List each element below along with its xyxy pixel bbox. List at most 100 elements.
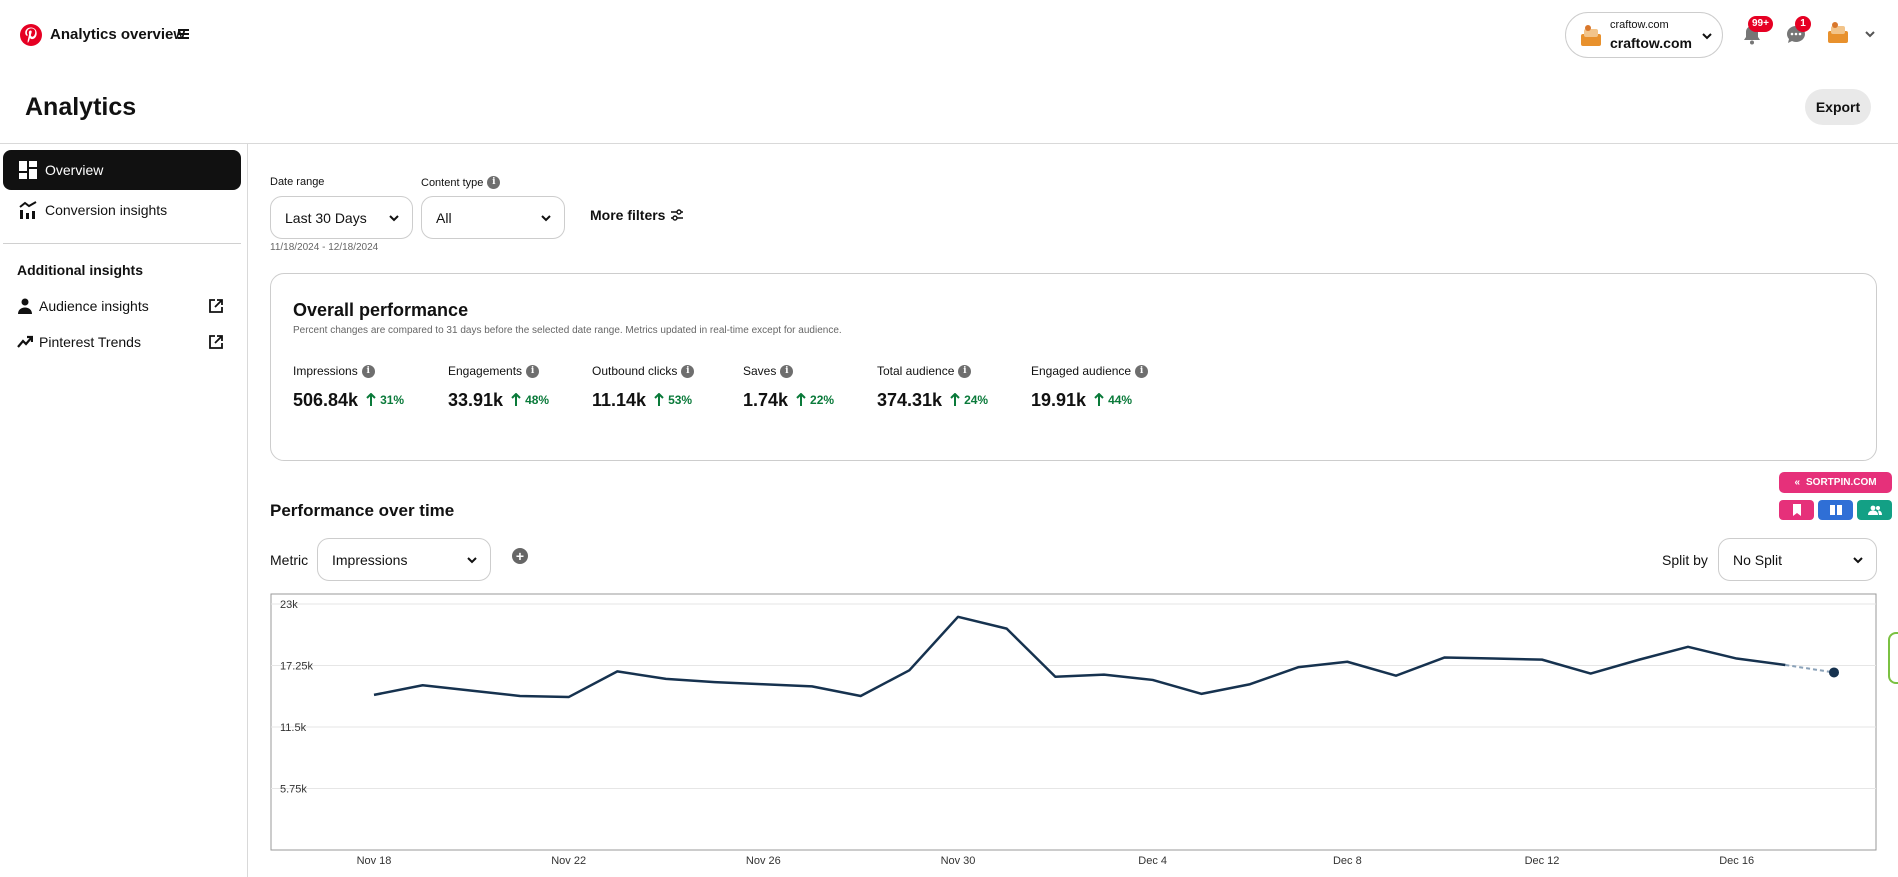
y-tick-label: 11.5k (280, 722, 307, 734)
info-icon[interactable]: i (526, 364, 540, 378)
metric-value: 11.14k (592, 390, 647, 410)
card-title: Overall performance (293, 300, 469, 320)
info-icon[interactable]: i (780, 364, 794, 378)
sidebar-item-overview[interactable]: Overview (3, 150, 241, 190)
arrow-up-icon (654, 393, 664, 406)
arrow-up-icon (511, 393, 521, 406)
split-by-label: Split by (1662, 552, 1708, 568)
top-bar: Analytics overview craftow.com craftow.c… (0, 0, 1898, 70)
bookmark-icon[interactable] (1779, 500, 1814, 520)
columns-icon[interactable] (1818, 500, 1853, 520)
sidebar-item-label: Audience insights (39, 298, 149, 314)
divider (0, 143, 1898, 144)
trend-icon (17, 335, 33, 348)
sidebar-item-conversion-insights[interactable]: Conversion insights (3, 190, 241, 230)
chevron-down-icon (541, 215, 551, 222)
app-title: Analytics overview (50, 26, 186, 43)
more-filters-button[interactable]: More filters (590, 207, 684, 223)
account-avatar-icon (1581, 25, 1601, 46)
metric-change-value: 24% (964, 392, 989, 407)
users-icon[interactable] (1857, 500, 1892, 520)
page-title: Analytics (25, 93, 137, 121)
external-link-icon (209, 335, 223, 349)
metric-change: 31% (366, 393, 404, 407)
content-type-select[interactable]: All (421, 196, 565, 239)
account-domain: craftow.com (1610, 19, 1669, 31)
metric-change: 44% (1094, 393, 1132, 407)
arrow-up-icon (796, 393, 806, 406)
menu-icon[interactable] (178, 29, 189, 39)
extension-side-tab[interactable] (1888, 632, 1898, 684)
x-tick-label: Nov 30 (941, 855, 976, 867)
person-icon (18, 298, 32, 314)
metric-change-value: 31% (380, 392, 405, 407)
chevron-down-icon[interactable] (1864, 29, 1876, 39)
info-icon[interactable]: i (487, 176, 501, 189)
metric-change: 24% (950, 393, 988, 407)
x-tick-label: Dec 16 (1719, 855, 1754, 867)
split-by-value: No Split (1733, 551, 1783, 568)
metric-saves[interactable]: Saves i 1.74k 22% (743, 364, 834, 411)
sidebar-item-audience-insights[interactable]: Audience insights (3, 286, 241, 326)
add-metric-plus-icon[interactable]: + (512, 548, 528, 564)
metric-change: 22% (796, 393, 834, 407)
chevron-down-icon (1853, 557, 1863, 564)
external-link-icon (209, 299, 223, 313)
info-icon[interactable]: i (1135, 364, 1149, 378)
metric-engagements[interactable]: Engagements i 33.91k 48% (448, 364, 549, 411)
metric-value: 19.91k (1031, 390, 1087, 410)
metric-label: Saves (743, 364, 777, 378)
performance-title: Performance over time (270, 501, 455, 520)
metric-engaged-audience[interactable]: Engaged audience i 19.91k 44% (1031, 364, 1149, 411)
metric-label: Engaged audience (1031, 364, 1132, 378)
date-range-select[interactable]: Last 30 Days (270, 196, 413, 239)
metric-selector-label: Metric (270, 552, 309, 568)
notifications-badge: 99+ (1748, 16, 1773, 32)
content-type-value: All (436, 209, 452, 226)
sortpin-extension-button[interactable]: « SORTPIN.COM (1779, 472, 1892, 493)
metric-select-value: Impressions (332, 551, 408, 568)
metric-impressions[interactable]: Impressions i 506.84k 31% (293, 364, 404, 411)
arrow-up-icon (950, 393, 960, 406)
pinterest-logo-icon[interactable] (20, 24, 42, 46)
date-range-dates: 11/18/2024 - 12/18/2024 (270, 242, 379, 253)
account-name: craftow.com (1610, 35, 1692, 51)
sidebar-item-label: Conversion insights (45, 202, 168, 218)
x-tick-label: Dec 8 (1333, 855, 1362, 867)
user-avatar-icon[interactable] (1825, 20, 1851, 46)
arrow-up-icon (366, 393, 376, 406)
y-tick-label: 23k (280, 599, 298, 611)
date-range-value: Last 30 Days (285, 209, 367, 226)
metric-label: Total audience (877, 364, 955, 378)
chevron-down-icon (389, 215, 399, 222)
x-tick-label: Dec 12 (1525, 855, 1560, 867)
info-icon[interactable]: i (361, 364, 375, 378)
metric-label: Impressions (293, 364, 358, 378)
split-by-select[interactable]: No Split (1718, 538, 1877, 581)
info-icon[interactable]: i (958, 364, 972, 378)
sidebar-section-heading: Additional insights (17, 262, 143, 278)
metric-total-audience[interactable]: Total audience i 374.31k 24% (877, 364, 988, 411)
info-icon[interactable]: i (681, 364, 695, 378)
metric-value: 506.84k (293, 390, 359, 410)
metric-change-value: 22% (810, 392, 835, 407)
metric-value: 33.91k (448, 390, 504, 410)
metric-select[interactable]: Impressions (317, 538, 491, 581)
metric-change: 53% (654, 393, 692, 407)
export-button[interactable]: Export (1805, 89, 1871, 125)
arrow-up-icon (1094, 393, 1104, 406)
overall-performance-card: Overall performance Percent changes are … (270, 273, 1877, 461)
sidebar-item-label: Pinterest Trends (39, 334, 141, 350)
sidebar-item-pinterest-trends[interactable]: Pinterest Trends (3, 322, 241, 362)
card-subtitle: Percent changes are compared to 31 days … (293, 325, 842, 336)
y-tick-label: 17.25k (280, 661, 314, 673)
chart-icon (19, 201, 37, 219)
chart-svg: 23k 17.25k 11.5k 5.75k Nov 18 Nov 22 Nov 26 Nov… (270, 593, 1877, 867)
y-tick-label: 5.75k (280, 784, 307, 796)
chevron-down-icon (467, 557, 477, 564)
account-switcher[interactable]: craftow.com craftow.com (1565, 12, 1723, 58)
impressions-line-chart: 23k 17.25k 11.5k 5.75k Nov 18 Nov 22 Nov 26 Nov… (270, 592, 1877, 867)
metric-label: Outbound clicks (592, 364, 678, 378)
metric-outbound-clicks[interactable]: Outbound clicks i 11.14k 53% (592, 364, 695, 411)
sidebar-divider (247, 144, 248, 877)
